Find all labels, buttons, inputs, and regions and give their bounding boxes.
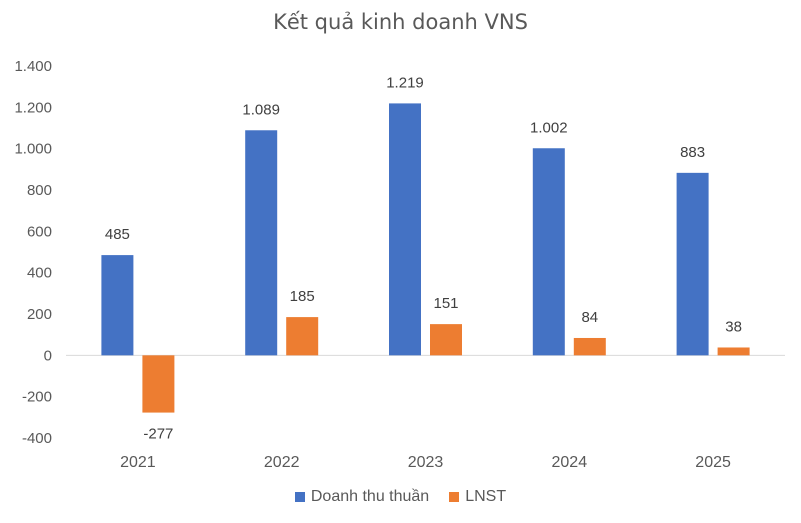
data-label-revenue: 1.219 [386,74,424,91]
bar-profit [142,355,175,413]
legend-label-revenue: Doanh thu thuần [310,488,430,505]
bar-revenue [676,172,709,356]
y-tick-label: 600 [27,223,52,240]
bar-revenue [101,255,134,356]
legend: Doanh thu thuần LNST [0,488,801,506]
y-tick-label: 400 [27,265,52,282]
y-tick-label: 200 [27,306,52,323]
y-tick-label: 800 [27,182,52,199]
x-tick-label: 2025 [695,454,731,471]
y-tick-label: 1.200 [14,99,52,116]
y-tick-label: 1.000 [14,141,52,158]
y-tick-label: -400 [22,430,52,447]
y-tick-label: -200 [22,389,52,406]
bar-revenue [245,130,278,356]
legend-item-profit: LNST [449,488,506,506]
data-label-profit: 38 [725,318,742,335]
data-label-profit: 185 [290,288,315,305]
x-tick-label: 2022 [264,454,300,471]
x-tick-label: 2023 [408,454,444,471]
chart-title: Kết quả kinh doanh VNS [273,10,528,34]
bar-profit [286,317,319,356]
x-tick-label: 2024 [552,454,588,471]
bar-profit [430,324,462,356]
bar-revenue [389,103,421,356]
legend-item-revenue: Doanh thu thuần [294,488,430,506]
bar-profit [717,347,750,356]
data-label-revenue: 1.089 [242,101,280,118]
y-tick-label: 0 [44,347,52,364]
data-label-revenue: 485 [105,226,130,243]
bar-profit [573,337,606,356]
data-label-revenue: 883 [680,144,705,161]
legend-swatch-revenue [294,492,305,502]
bar-revenue [532,148,565,356]
legend-swatch-profit [449,492,460,502]
data-label-profit: 84 [581,309,598,326]
y-tick-label: 1.400 [14,58,52,75]
legend-label-profit: LNST [465,488,507,505]
x-tick-label: 2021 [120,454,156,471]
data-label-profit: 151 [433,295,458,312]
data-label-profit: -277 [143,426,173,443]
data-label-revenue: 1.002 [530,119,568,136]
